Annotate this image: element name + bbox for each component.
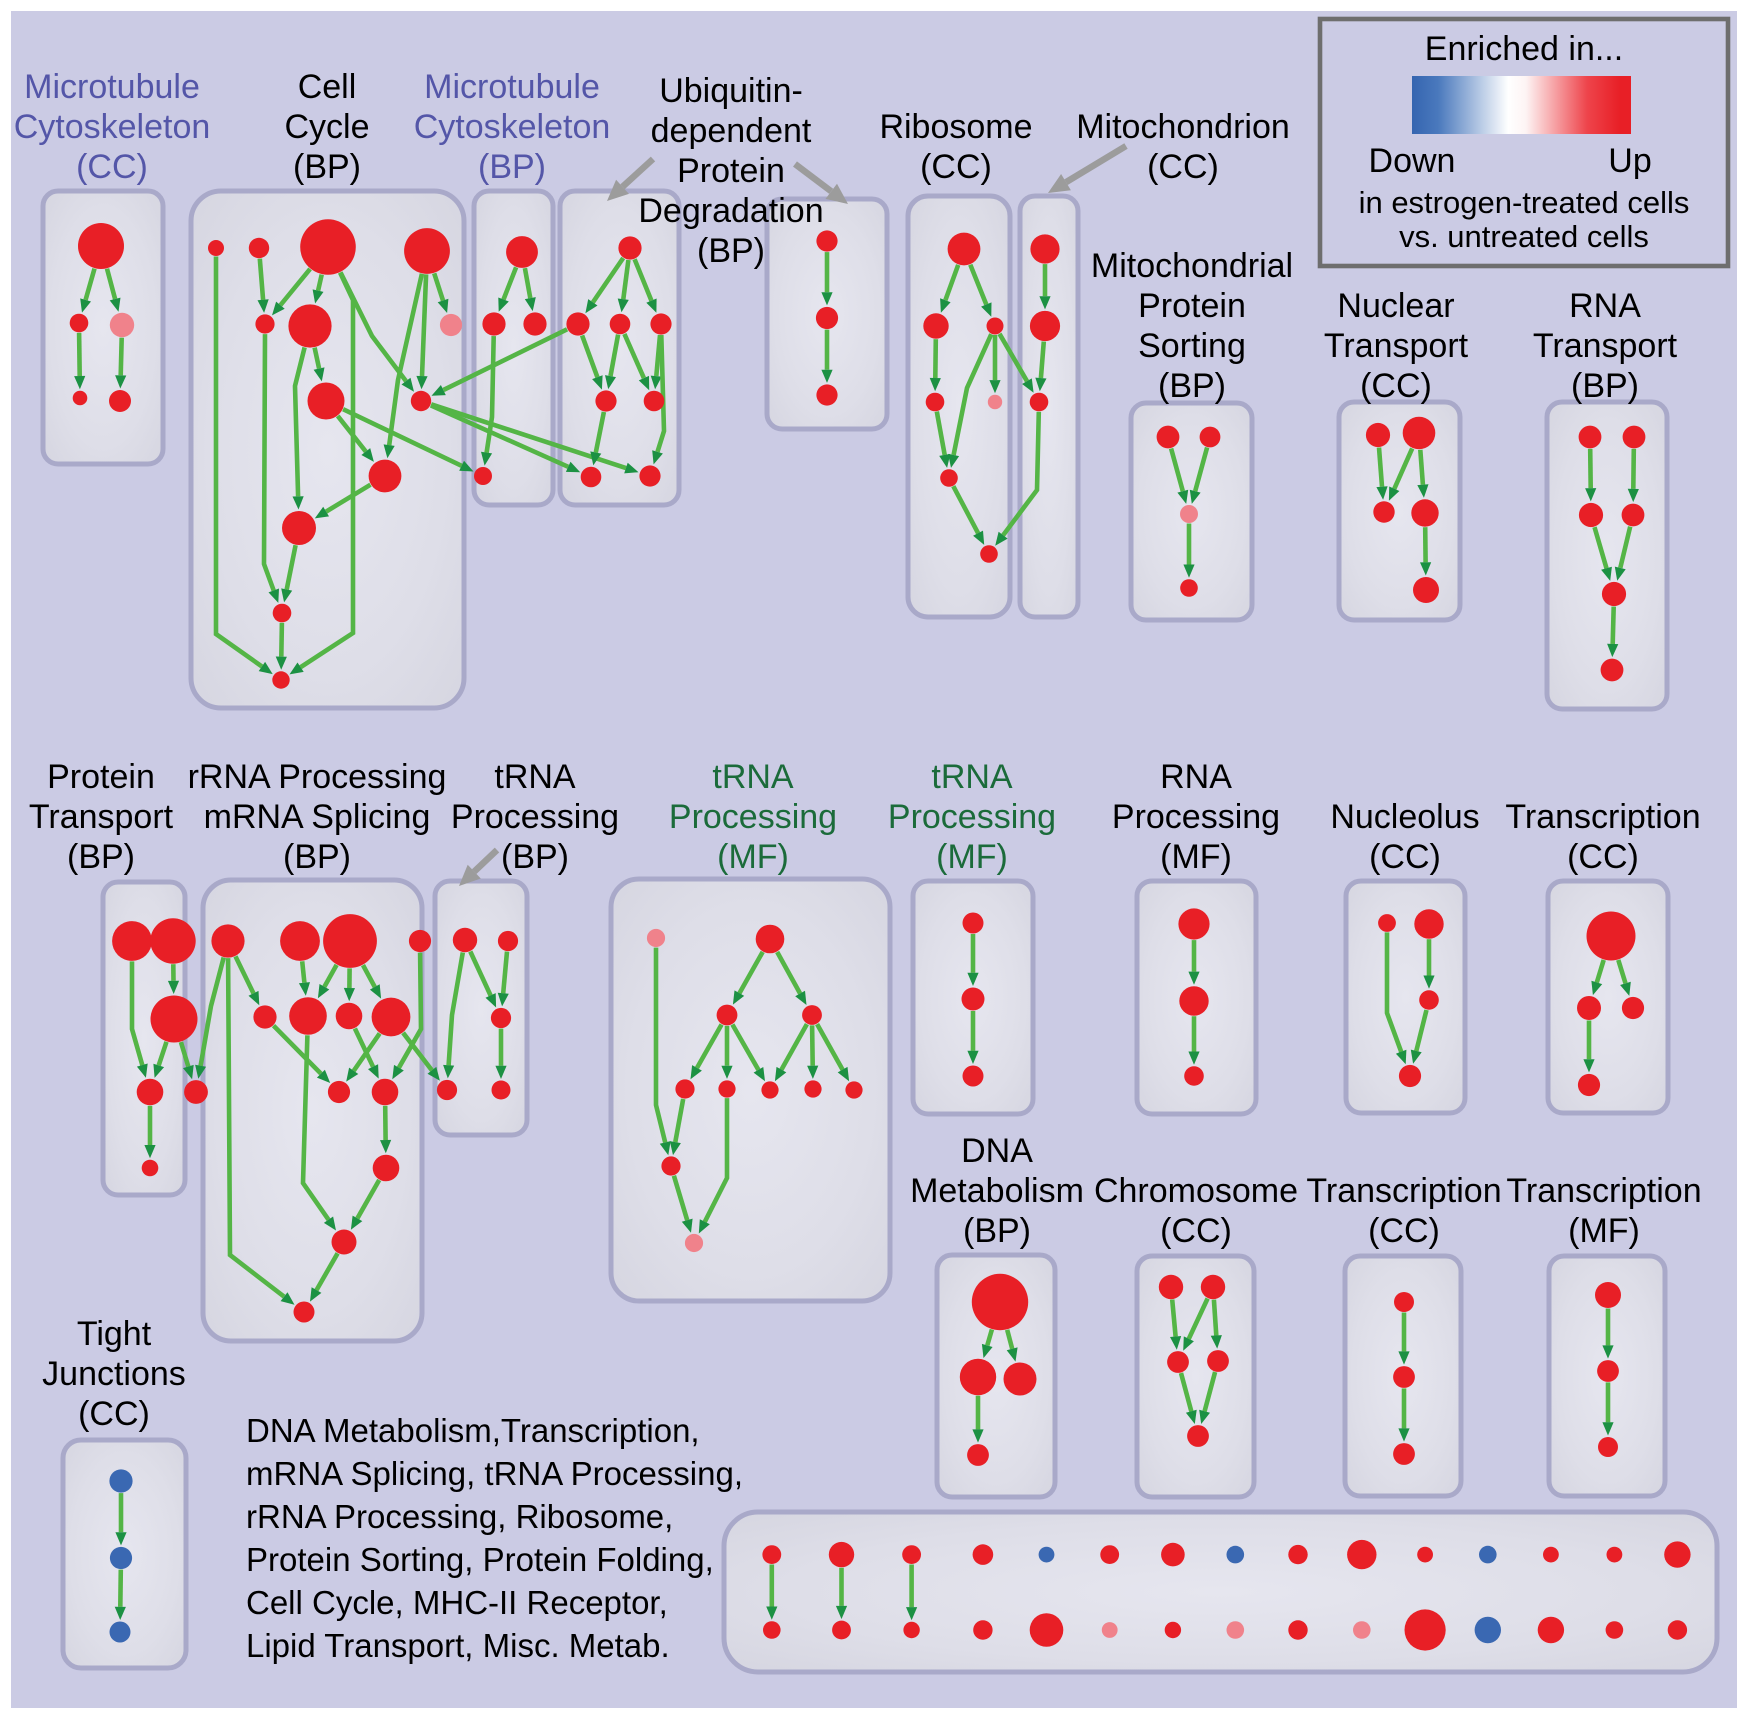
svg-text:Protein: Protein (47, 758, 155, 796)
svg-text:Enriched in...: Enriched in... (1425, 30, 1623, 68)
svg-text:tRNA: tRNA (712, 758, 794, 796)
svg-text:DNA Metabolism,Transcription,: DNA Metabolism,Transcription, (246, 1412, 700, 1449)
svg-text:Transcription: Transcription (1306, 1172, 1501, 1210)
svg-text:Metabolism: Metabolism (910, 1172, 1084, 1210)
svg-text:(MF): (MF) (1160, 838, 1232, 876)
svg-text:(BP): (BP) (501, 838, 569, 876)
svg-text:(CC): (CC) (78, 1395, 150, 1433)
svg-text:(MF): (MF) (717, 838, 789, 876)
svg-text:Sorting: Sorting (1138, 327, 1246, 365)
svg-text:(BP): (BP) (963, 1212, 1031, 1250)
svg-text:tRNA: tRNA (494, 758, 576, 796)
svg-text:Cytoskeleton: Cytoskeleton (414, 108, 611, 146)
svg-text:(BP): (BP) (67, 838, 135, 876)
svg-text:Junctions: Junctions (42, 1355, 186, 1393)
svg-text:(CC): (CC) (1368, 1212, 1440, 1250)
svg-text:Protein: Protein (677, 152, 785, 190)
svg-text:Processing: Processing (888, 798, 1056, 836)
svg-text:(CC): (CC) (1160, 1212, 1232, 1250)
svg-text:Microtubule: Microtubule (424, 68, 600, 106)
svg-text:Transport: Transport (1324, 327, 1469, 365)
svg-text:(CC): (CC) (1147, 148, 1219, 186)
svg-text:(CC): (CC) (1369, 838, 1441, 876)
svg-text:Ubiquitin-: Ubiquitin- (659, 72, 803, 110)
svg-text:Protein Sorting, Protein Foldi: Protein Sorting, Protein Folding, (246, 1541, 714, 1578)
svg-text:Up: Up (1608, 142, 1651, 180)
svg-text:(BP): (BP) (1158, 367, 1226, 405)
svg-text:Transport: Transport (29, 798, 174, 836)
svg-text:vs. untreated cells: vs. untreated cells (1399, 219, 1649, 254)
svg-text:Nuclear: Nuclear (1337, 287, 1454, 325)
svg-text:(BP): (BP) (293, 148, 361, 186)
svg-text:Down: Down (1369, 142, 1456, 180)
svg-text:mRNA Splicing, tRNA Processing: mRNA Splicing, tRNA Processing, (246, 1455, 743, 1492)
svg-text:Cycle: Cycle (284, 108, 369, 146)
svg-text:(BP): (BP) (697, 232, 765, 270)
svg-text:Processing: Processing (451, 798, 619, 836)
svg-text:tRNA: tRNA (931, 758, 1013, 796)
svg-text:rRNA Processing, Ribosome,: rRNA Processing, Ribosome, (246, 1498, 673, 1535)
svg-text:Transport: Transport (1533, 327, 1678, 365)
svg-text:(MF): (MF) (936, 838, 1008, 876)
svg-text:Cell Cycle, MHC-II Receptor,: Cell Cycle, MHC-II Receptor, (246, 1584, 668, 1621)
svg-text:Cell: Cell (298, 68, 357, 106)
svg-text:DNA: DNA (961, 1132, 1033, 1170)
svg-text:mRNA Splicing: mRNA Splicing (204, 798, 431, 836)
svg-text:Mitochondrial: Mitochondrial (1091, 247, 1293, 285)
svg-text:(CC): (CC) (1360, 367, 1432, 405)
svg-text:Processing: Processing (669, 798, 837, 836)
svg-text:rRNA Processing: rRNA Processing (188, 758, 447, 796)
svg-text:(BP): (BP) (478, 148, 546, 186)
svg-text:Lipid Transport, Misc. Metab.: Lipid Transport, Misc. Metab. (246, 1627, 670, 1664)
svg-text:(BP): (BP) (1571, 367, 1639, 405)
svg-text:in estrogen-treated cells: in estrogen-treated cells (1359, 185, 1690, 220)
svg-text:(CC): (CC) (76, 148, 148, 186)
svg-text:Chromosome: Chromosome (1094, 1172, 1298, 1210)
svg-text:RNA: RNA (1569, 287, 1641, 325)
svg-text:RNA: RNA (1160, 758, 1232, 796)
svg-text:Tight: Tight (77, 1315, 152, 1353)
svg-text:Protein: Protein (1138, 287, 1246, 325)
svg-text:Microtubule: Microtubule (24, 68, 200, 106)
svg-text:Processing: Processing (1112, 798, 1280, 836)
svg-text:(MF): (MF) (1568, 1212, 1640, 1250)
svg-text:Transcription: Transcription (1505, 798, 1700, 836)
svg-text:(CC): (CC) (920, 148, 992, 186)
svg-text:Transcription: Transcription (1506, 1172, 1701, 1210)
svg-text:(BP): (BP) (283, 838, 351, 876)
svg-text:Cytoskeleton: Cytoskeleton (14, 108, 211, 146)
svg-text:(CC): (CC) (1567, 838, 1639, 876)
svg-text:Ribosome: Ribosome (879, 108, 1032, 146)
svg-text:Mitochondrion: Mitochondrion (1076, 108, 1290, 146)
svg-text:dependent: dependent (651, 112, 812, 150)
svg-text:Nucleolus: Nucleolus (1330, 798, 1479, 836)
svg-text:Degradation: Degradation (638, 192, 823, 230)
